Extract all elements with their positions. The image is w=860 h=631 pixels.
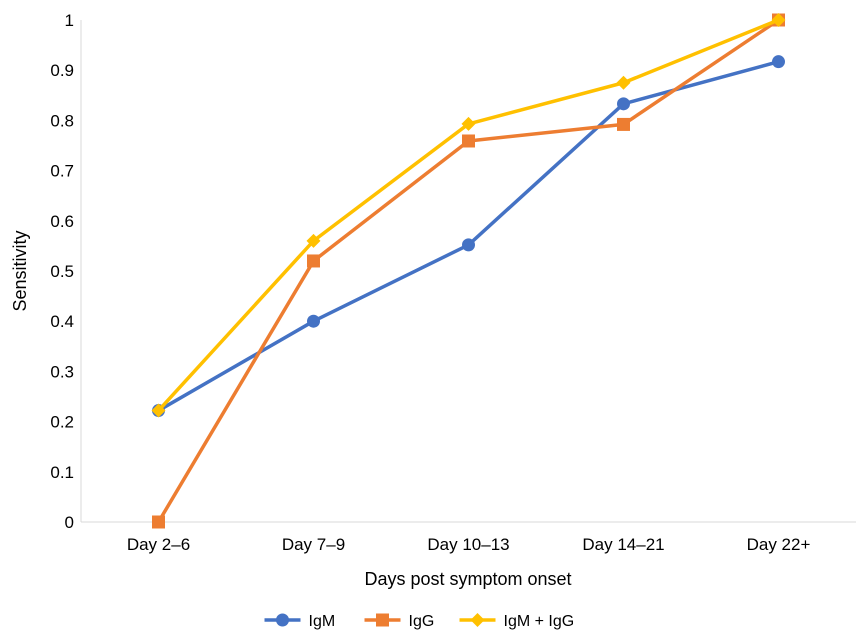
y-tick-label: 0.5 (50, 262, 74, 281)
data-point (462, 238, 475, 252)
x-tick-labels: Day 2–6 Day 7–9 Day 10–13 Day 14–21 Day 22+ (127, 535, 811, 554)
y-axis-title: Sensitivity (10, 230, 30, 311)
y-tick-label: 0.1 (50, 463, 74, 482)
y-tick-label: 0.4 (50, 312, 74, 331)
y-tick-label: 0 (65, 513, 74, 532)
y-tick-label: 0.3 (50, 362, 74, 381)
legend-item: IgG (364, 613, 435, 630)
series-igm-igg (151, 13, 786, 418)
series-igg (152, 13, 785, 529)
data-point (771, 13, 786, 27)
legend-marker (470, 613, 485, 627)
data-point (462, 134, 475, 148)
x-tick-label: Day 14–21 (582, 535, 664, 554)
series-line (156, 18, 781, 413)
data-point (307, 314, 320, 328)
y-tick-label: 1 (65, 11, 74, 30)
y-tick-label: 0.6 (50, 212, 74, 231)
legend-label: IgM (309, 613, 336, 630)
data-point (461, 116, 476, 131)
x-tick-label: Day 22+ (747, 535, 811, 554)
data-point (617, 97, 630, 111)
y-tick-label: 0.9 (50, 61, 74, 80)
legend-marker (276, 613, 289, 627)
y-tick-label: 0.8 (50, 111, 74, 130)
data-point (307, 254, 320, 268)
x-tick-label: Day 2–6 (127, 535, 190, 554)
legend: IgM IgG IgM + IgG (264, 613, 575, 630)
x-tick-label: Day 7–9 (282, 535, 345, 554)
legend-item: IgM (264, 613, 336, 630)
legend-label: IgG (409, 613, 435, 630)
data-point (152, 515, 165, 529)
y-tick-label: 0.7 (50, 162, 74, 181)
series-line (156, 59, 781, 413)
y-tick-labels: 0 0.1 0.2 0.3 0.4 0.5 0.6 0.7 0.8 0.9 1 (50, 11, 74, 532)
series-line (156, 18, 781, 524)
data-point (617, 117, 630, 131)
legend-marker (376, 613, 389, 627)
series-layer (151, 13, 786, 529)
x-tick-label: Day 10–13 (427, 535, 509, 554)
data-point (151, 403, 166, 418)
data-point (306, 233, 321, 248)
legend-label: IgM + IgG (504, 613, 575, 630)
x-axis-title: Days post symptom onset (364, 569, 571, 589)
series-igm (152, 55, 785, 418)
data-point (616, 75, 631, 90)
legend-item: IgM + IgG (459, 613, 575, 630)
y-tick-label: 0.2 (50, 413, 74, 432)
data-point (772, 55, 785, 69)
